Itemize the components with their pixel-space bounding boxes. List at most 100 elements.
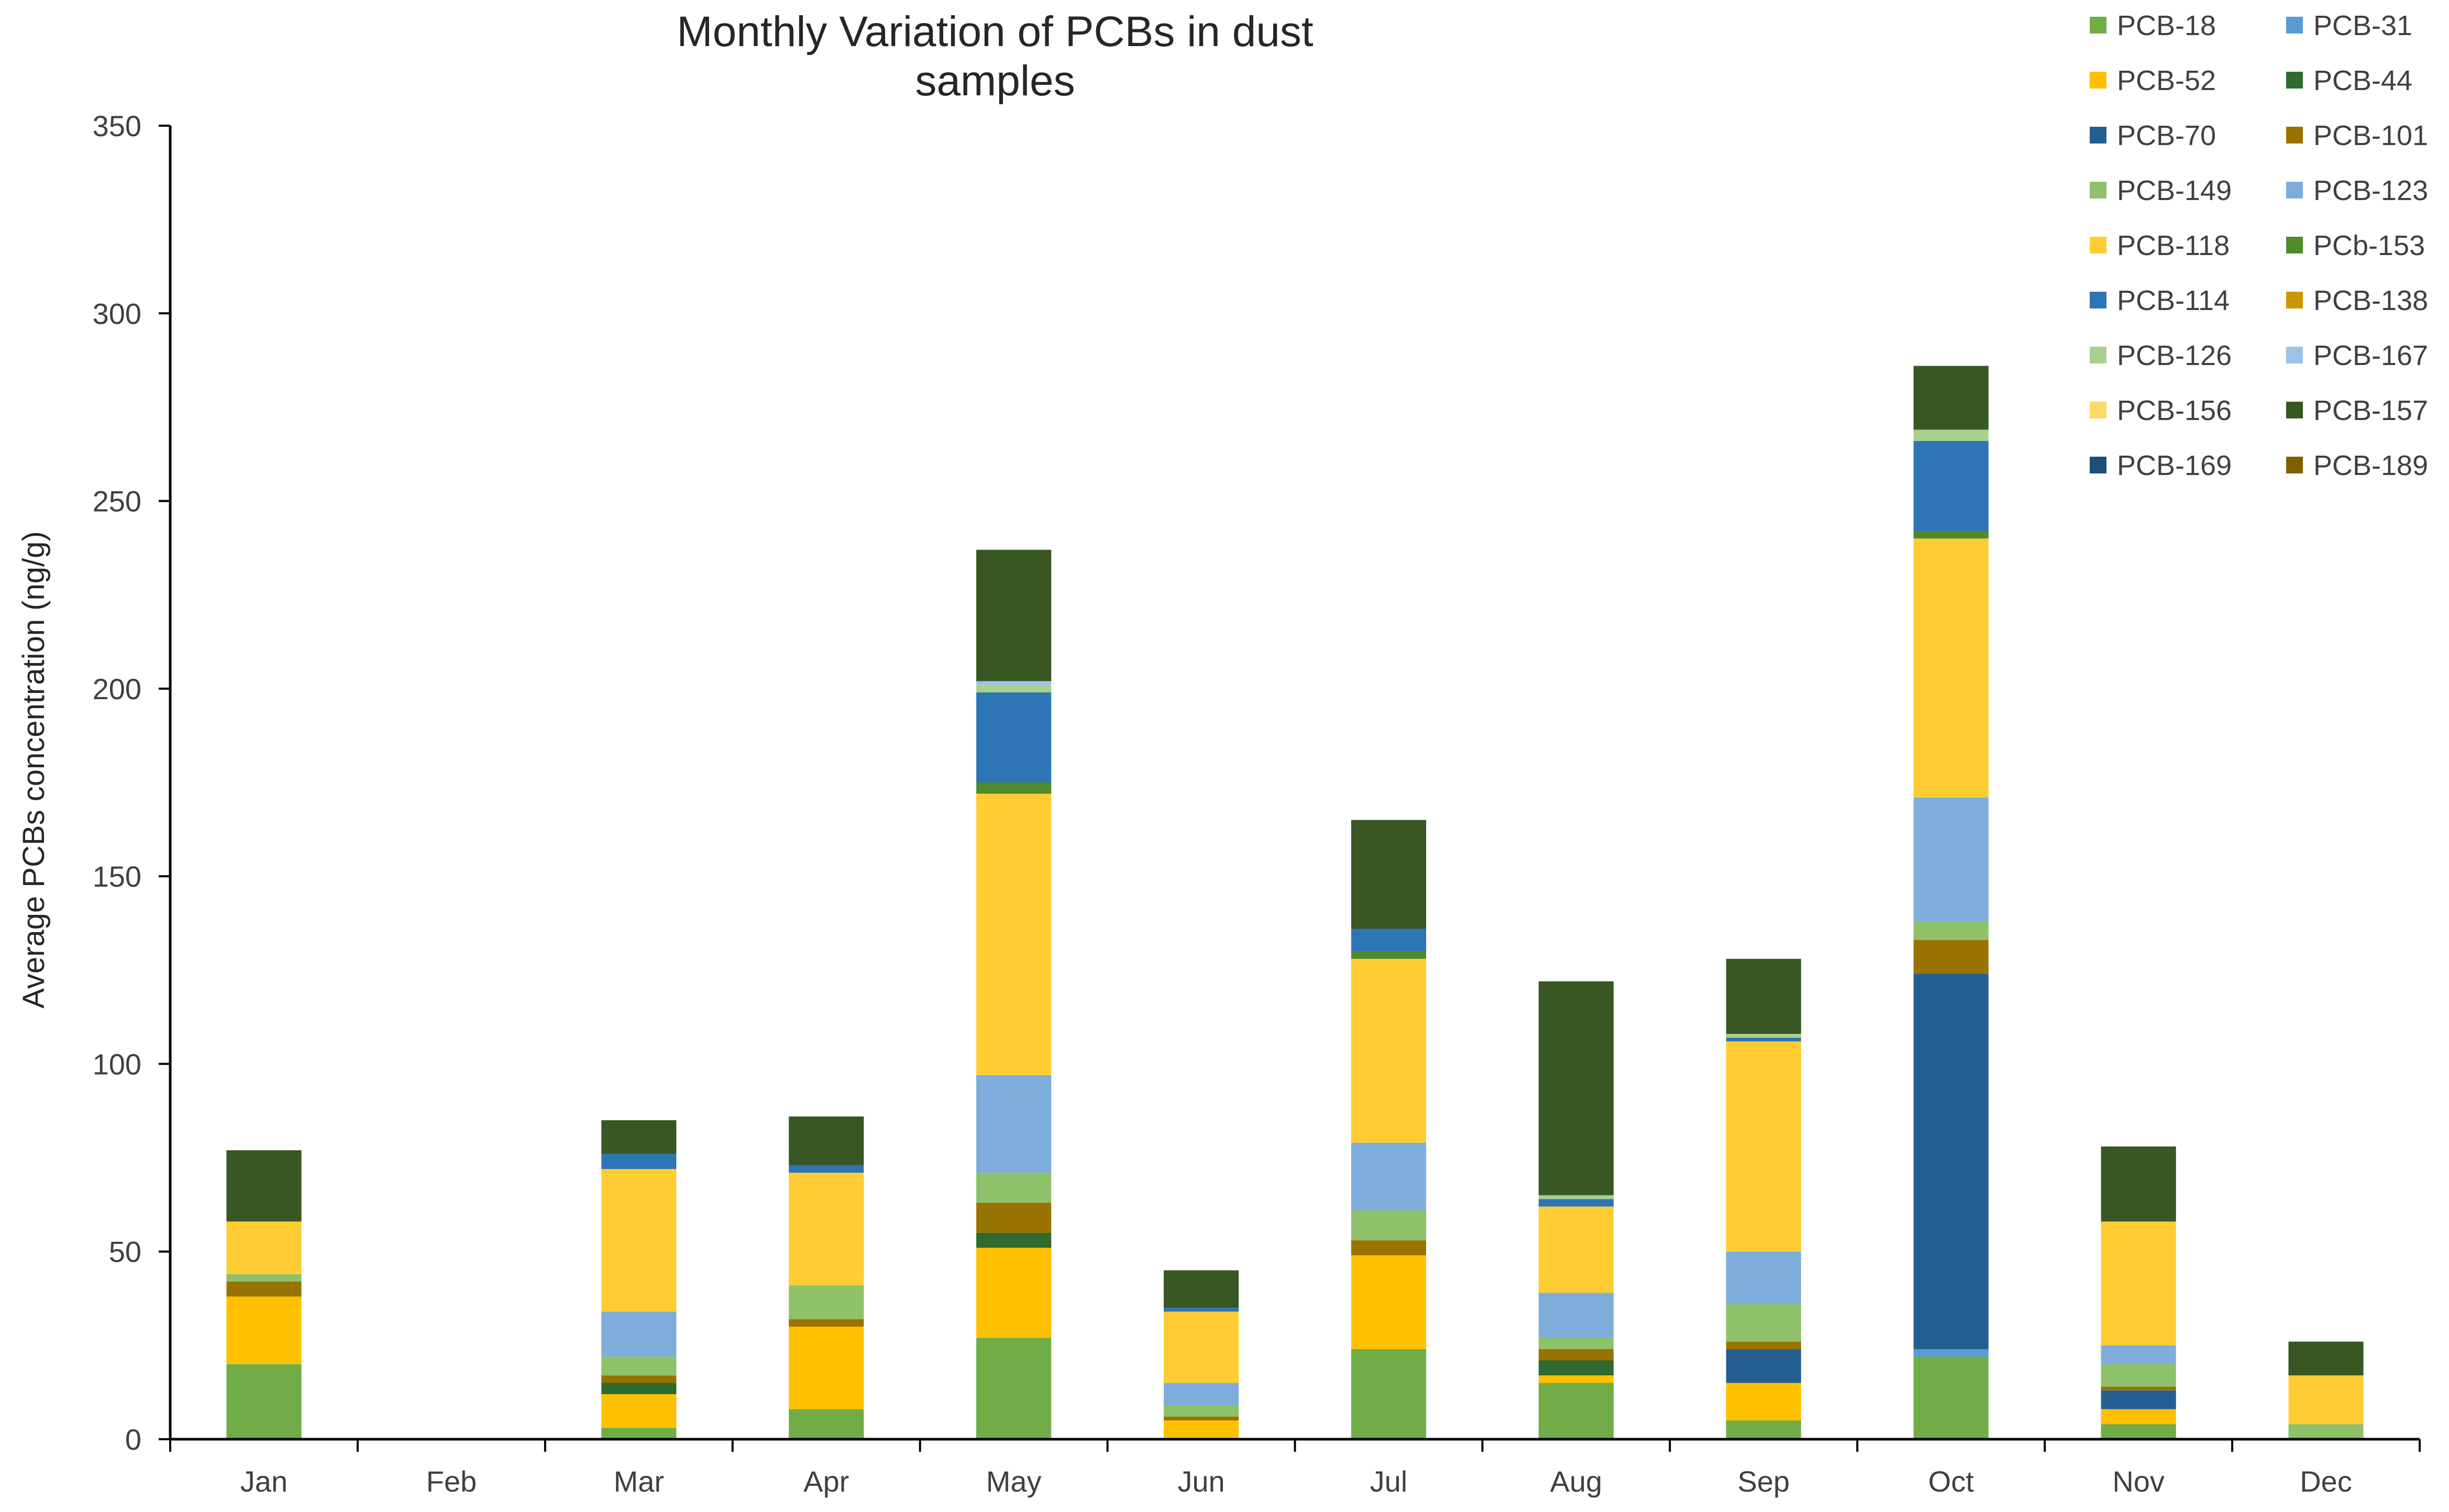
legend-label-pcb-138: PCB-138 (2313, 285, 2428, 316)
bar-segment-nov-pcb-70 (2101, 1390, 2176, 1409)
x-tick-label-nov: Nov (2112, 1465, 2165, 1498)
legend-swatch-pcb-167 (2286, 347, 2303, 363)
bar-segment-oct-pcb-70 (1913, 974, 1989, 1350)
legend-label-pcb-153: PCb-153 (2313, 230, 2425, 261)
legend-swatch-pcb-118 (2090, 237, 2106, 253)
bar-segment-dec-pcb-149 (2288, 1424, 2364, 1439)
legend-swatch-pcb-157 (2286, 402, 2303, 418)
y-tick-label: 0 (125, 1423, 141, 1456)
bar-segment-jul-pcb-157 (1351, 820, 1427, 929)
bar-segment-jul-pcb-153 (1351, 951, 1427, 959)
legend-label-pcb-44: PCB-44 (2313, 65, 2412, 96)
bar-segment-apr-pcb-101 (789, 1319, 864, 1327)
bar-segment-aug-pcb-118 (1538, 1206, 1614, 1293)
bar-segment-may-pcb-123 (976, 1075, 1052, 1173)
bar-segment-mar-pcb-123 (601, 1311, 677, 1357)
y-tick-label: 250 (93, 485, 141, 518)
bar-segment-apr-pcb-157 (789, 1116, 864, 1165)
bar-segment-apr-pcb-52 (789, 1327, 864, 1409)
legend-swatch-pcb-44 (2286, 72, 2303, 89)
bar-segment-oct-pcb-123 (1913, 797, 1989, 922)
y-tick-label: 50 (109, 1235, 141, 1268)
legend-swatch-pcb-101 (2286, 127, 2303, 144)
bar-segment-oct-pcb-118 (1913, 538, 1989, 798)
bar-segment-jun-pcb-118 (1163, 1311, 1239, 1383)
bar-segment-apr-pcb-114 (789, 1165, 864, 1173)
axes-layer: 0 50 100 150 200 250 300 350 Jan Feb Mar Apr May Jun J… (93, 109, 2421, 1498)
legend-label-pcb-70: PCB-70 (2117, 120, 2216, 151)
legend-swatch-pcb-123 (2286, 182, 2303, 198)
bar-segment-aug-pcb-18 (1538, 1383, 1614, 1439)
bar-segment-may-pcb-149 (976, 1173, 1052, 1203)
legend-label-pcb-149: PCB-149 (2117, 175, 2232, 206)
bar-segment-may-pcb-118 (976, 793, 1052, 1075)
bar-segment-nov-pcb-118 (2101, 1221, 2176, 1345)
bar-segment-jan-pcb-149 (226, 1274, 302, 1282)
bar-segment-nov-pcb-52 (2101, 1409, 2176, 1425)
bar-segment-jul-pcb-114 (1351, 929, 1427, 952)
bar-segment-jan-pcb-118 (226, 1221, 302, 1274)
bar-segment-aug-pcb-123 (1538, 1293, 1614, 1338)
bar-segment-jan-pcb-157 (226, 1150, 302, 1222)
bar-segment-jan-pcb-101 (226, 1282, 302, 1297)
bar-segment-aug-pcb-114 (1538, 1199, 1614, 1207)
bar-segment-oct-pcb-18 (1913, 1356, 1989, 1439)
legend-label-pcb-189: PCB-189 (2313, 450, 2428, 481)
bar-segment-nov-pcb-149 (2101, 1364, 2176, 1387)
legend-label-pcb-167: PCB-167 (2313, 340, 2428, 371)
bar-segment-aug-pcb-149 (1538, 1338, 1614, 1350)
bar-segment-oct-pcb-149 (1913, 921, 1989, 940)
bar-segment-may-pcb-18 (976, 1338, 1052, 1439)
bar-segment-jul-pcb-149 (1351, 1210, 1427, 1241)
bar-segment-sep-pcb-52 (1726, 1383, 1801, 1421)
y-tick-label: 350 (93, 109, 141, 142)
legend-swatch-pcb-114 (2090, 292, 2106, 308)
chart-title: Monthly Variation of PCBs in dust sample… (677, 8, 1314, 105)
bar-segment-oct-pcb-31 (1913, 1349, 1989, 1357)
legend-swatch-pcb-189 (2286, 457, 2303, 473)
legend-label-pcb-126: PCB-126 (2117, 340, 2232, 371)
bar-segment-sep-pcb-149 (1726, 1304, 1801, 1342)
y-tick-label: 300 (93, 297, 141, 330)
legend-label-pcb-123: PCB-123 (2313, 175, 2428, 206)
bars-layer (226, 366, 2364, 1439)
legend-swatch-pcb-31 (2286, 17, 2303, 34)
bar-segment-oct-pcb-153 (1913, 531, 1989, 539)
legend-label-pcb-52: PCB-52 (2117, 65, 2216, 96)
bar-segment-jan-pcb-18 (226, 1364, 302, 1439)
bar-segment-may-pcb-126 (976, 685, 1052, 693)
legend-swatch-pcb-70 (2090, 127, 2106, 144)
bar-segment-sep-pcb-126 (1726, 1034, 1801, 1038)
bar-segment-may-pcb-101 (976, 1202, 1052, 1233)
bar-segment-apr-pcb-18 (789, 1409, 864, 1439)
legend-label-pcb-18: PCB-18 (2117, 10, 2216, 41)
legend-label-pcb-156: PCB-156 (2117, 395, 2232, 426)
bar-segment-mar-pcb-157 (601, 1120, 677, 1154)
bar-segment-aug-pcb-44 (1538, 1360, 1614, 1376)
x-tick-label-apr: Apr (803, 1465, 849, 1498)
bar-segment-mar-pcb-44 (601, 1383, 677, 1395)
bar-segment-nov-pcb-101 (2101, 1386, 2176, 1390)
bar-segment-aug-pcb-126 (1538, 1195, 1614, 1199)
bar-segment-mar-pcb-114 (601, 1154, 677, 1169)
y-tick-label: 150 (93, 860, 141, 893)
bar-segment-may-pcb-114 (976, 692, 1052, 782)
bar-segment-may-pcb-157 (976, 549, 1052, 681)
x-tick-label-may: May (986, 1465, 1042, 1498)
bar-segment-sep-pcb-118 (1726, 1041, 1801, 1252)
y-tick-label: 100 (93, 1047, 141, 1080)
x-tick-label-mar: Mar (614, 1465, 664, 1498)
x-tick-label-jan: Jan (240, 1465, 288, 1498)
x-tick-label-jun: Jun (1177, 1465, 1224, 1498)
bar-segment-mar-pcb-18 (601, 1428, 677, 1439)
x-tick-label-oct: Oct (1928, 1465, 1974, 1498)
x-tick-label-jul: Jul (1370, 1465, 1408, 1498)
bar-segment-mar-pcb-149 (601, 1356, 677, 1376)
bar-segment-mar-pcb-52 (601, 1394, 677, 1428)
bar-segment-jun-pcb-52 (1163, 1420, 1239, 1439)
legend-label-pcb-101: PCB-101 (2313, 120, 2428, 151)
bar-segment-aug-pcb-157 (1538, 981, 1614, 1196)
bar-segment-may-pcb-44 (976, 1232, 1052, 1248)
bar-segment-jul-pcb-101 (1351, 1240, 1427, 1255)
